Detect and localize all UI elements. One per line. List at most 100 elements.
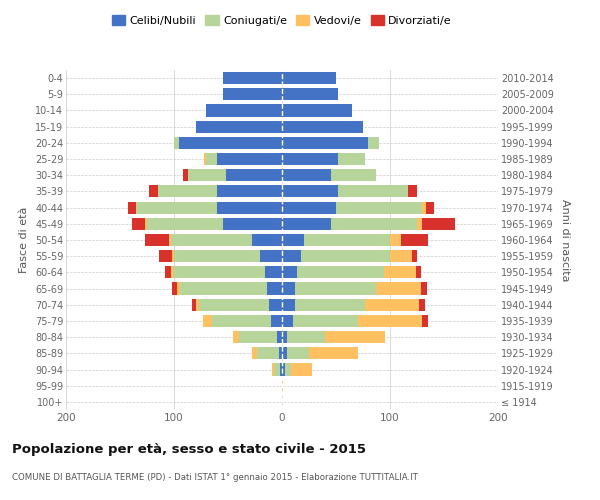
Bar (421, 282, 427, 294)
Bar (193, 298, 196, 311)
Bar (257, 348, 279, 360)
Bar (282, 120, 363, 132)
Bar (212, 315, 271, 327)
Bar (260, 250, 282, 262)
Bar (188, 169, 226, 181)
Bar (282, 218, 331, 230)
Bar (358, 315, 422, 327)
Bar (282, 364, 285, 376)
Bar (199, 298, 269, 311)
Bar (295, 298, 365, 311)
Bar (282, 153, 338, 165)
Bar (425, 202, 434, 213)
Bar (145, 218, 147, 230)
Bar (282, 186, 338, 198)
Bar (412, 250, 417, 262)
Bar (172, 282, 177, 294)
Bar (171, 266, 173, 278)
Bar (282, 169, 331, 181)
Bar (233, 331, 239, 343)
Bar (282, 250, 301, 262)
Bar (128, 202, 136, 213)
Bar (174, 250, 260, 262)
Legend: Celibi/Nubili, Coniugati/e, Vedovi/e, Divorziati/e: Celibi/Nubili, Coniugati/e, Vedovi/e, Di… (107, 10, 457, 30)
Bar (297, 266, 383, 278)
Bar (309, 348, 358, 360)
Bar (159, 250, 172, 262)
Bar (272, 364, 274, 376)
Bar (196, 120, 282, 132)
Bar (282, 282, 295, 294)
Text: Popolazione per età, sesso e stato civile - 2015: Popolazione per età, sesso e stato civil… (12, 442, 366, 456)
Bar (217, 153, 282, 165)
Bar (282, 234, 304, 246)
Bar (409, 186, 417, 198)
Bar (282, 331, 287, 343)
Bar (171, 234, 252, 246)
Bar (282, 348, 287, 360)
Y-axis label: Anni di nascita: Anni di nascita (560, 198, 571, 281)
Bar (285, 364, 290, 376)
Bar (401, 234, 428, 246)
Bar (376, 282, 421, 294)
Text: COMUNE DI BATTAGLIA TERME (PD) - Dati ISTAT 1° gennaio 2015 - Elaborazione TUTTI: COMUNE DI BATTAGLIA TERME (PD) - Dati IS… (12, 472, 418, 482)
Bar (338, 153, 365, 165)
Bar (269, 298, 282, 311)
Bar (301, 250, 390, 262)
Bar (390, 234, 401, 246)
Bar (282, 315, 293, 327)
Bar (293, 315, 358, 327)
Bar (223, 72, 282, 84)
Bar (422, 202, 425, 213)
Bar (417, 218, 422, 230)
Bar (419, 298, 425, 311)
Bar (204, 153, 206, 165)
Bar (206, 153, 217, 165)
Bar (177, 282, 181, 294)
Bar (147, 218, 223, 230)
Bar (181, 282, 267, 294)
Bar (422, 315, 428, 327)
Bar (287, 348, 309, 360)
Bar (338, 186, 409, 198)
Bar (422, 218, 455, 230)
Bar (365, 298, 419, 311)
Bar (173, 266, 265, 278)
Bar (132, 218, 145, 230)
Bar (282, 298, 295, 311)
Bar (277, 331, 282, 343)
Bar (383, 266, 416, 278)
Bar (223, 218, 282, 230)
Bar (271, 315, 282, 327)
Bar (223, 88, 282, 101)
Bar (203, 315, 212, 327)
Bar (282, 137, 368, 149)
Bar (182, 169, 188, 181)
Bar (169, 234, 171, 246)
Bar (179, 137, 282, 149)
Bar (304, 234, 390, 246)
Bar (279, 348, 282, 360)
Y-axis label: Fasce di età: Fasce di età (19, 207, 29, 273)
Bar (158, 186, 217, 198)
Bar (217, 186, 282, 198)
Bar (166, 266, 171, 278)
Bar (282, 266, 297, 278)
Bar (265, 266, 282, 278)
Bar (287, 331, 325, 343)
Bar (267, 282, 282, 294)
Bar (282, 72, 336, 84)
Bar (274, 364, 280, 376)
Bar (217, 202, 282, 213)
Bar (282, 202, 336, 213)
Bar (226, 169, 282, 181)
Bar (206, 104, 282, 117)
Bar (174, 137, 179, 149)
Bar (331, 169, 376, 181)
Bar (282, 88, 338, 101)
Bar (416, 266, 421, 278)
Bar (331, 218, 417, 230)
Bar (280, 364, 282, 376)
Bar (136, 202, 217, 213)
Bar (282, 104, 352, 117)
